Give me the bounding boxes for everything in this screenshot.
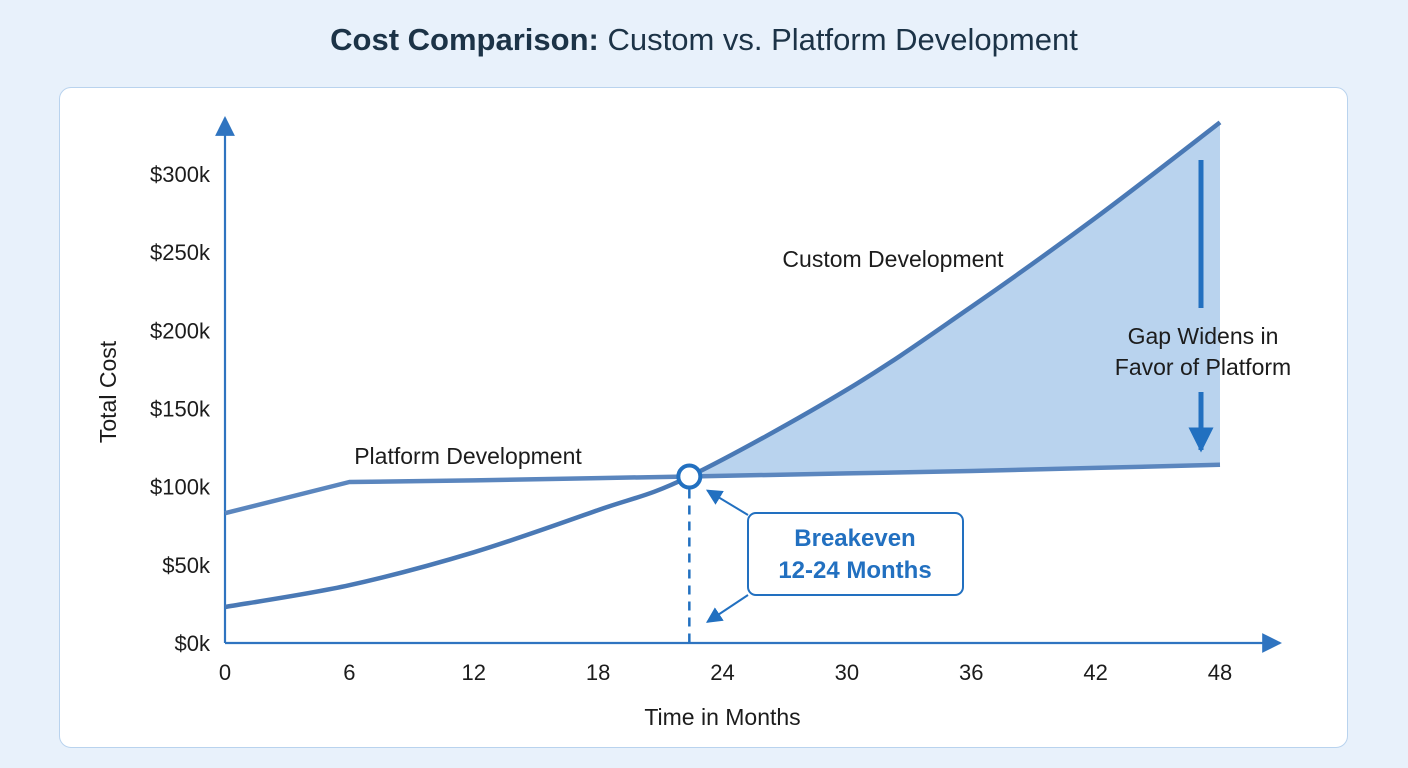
- x-tick-label: 36: [959, 660, 983, 685]
- y-tick-label: $100k: [150, 475, 211, 500]
- y-tick-label: $300k: [150, 162, 211, 187]
- chart-title-bold: Cost Comparison:: [330, 22, 599, 57]
- y-tick-labels: $0k $50k $100k $150k $200k $250k $300k: [150, 162, 211, 656]
- y-tick-label: $250k: [150, 240, 211, 265]
- y-axis-label: Total Cost: [95, 340, 121, 443]
- custom-series-label: Custom Development: [782, 246, 1004, 272]
- breakeven-arrow-top: [705, 489, 749, 516]
- x-axis-label: Time in Months: [644, 704, 800, 730]
- breakeven-label-line1: Breakeven: [794, 525, 915, 552]
- custom-development-line: [224, 120, 1222, 610]
- x-tick-labels: 0 6 12 18 24 30 36 42 48: [219, 660, 1232, 685]
- gap-label-line1: Gap Widens in: [1128, 323, 1279, 349]
- breakeven-arrow-bottom: [706, 594, 749, 623]
- y-tick-label: $50k: [162, 553, 211, 578]
- breakeven-label-line2: 12-24 Months: [778, 557, 931, 584]
- gap-label-line2: Favor of Platform: [1115, 354, 1291, 380]
- chart-title-regular: Custom vs. Platform Development: [598, 22, 1078, 57]
- x-tick-label: 48: [1208, 660, 1232, 685]
- y-tick-label: $200k: [150, 318, 211, 343]
- x-tick-label: 30: [835, 660, 859, 685]
- axes: [215, 116, 1282, 653]
- platform-series-label: Platform Development: [354, 443, 582, 469]
- x-tick-label: 12: [462, 660, 486, 685]
- x-tick-label: 6: [343, 660, 355, 685]
- chart-title: Cost Comparison: Custom vs. Platform Dev…: [0, 22, 1408, 58]
- y-tick-label: $0k: [175, 631, 211, 656]
- x-tick-label: 0: [219, 660, 231, 685]
- breakeven-callout-box: [747, 512, 964, 596]
- breakeven-point-marker: [676, 463, 703, 490]
- x-tick-label: 24: [710, 660, 734, 685]
- gap-area: [689, 122, 1220, 477]
- x-tick-label: 42: [1083, 660, 1107, 685]
- x-tick-label: 18: [586, 660, 610, 685]
- y-tick-label: $150k: [150, 397, 211, 422]
